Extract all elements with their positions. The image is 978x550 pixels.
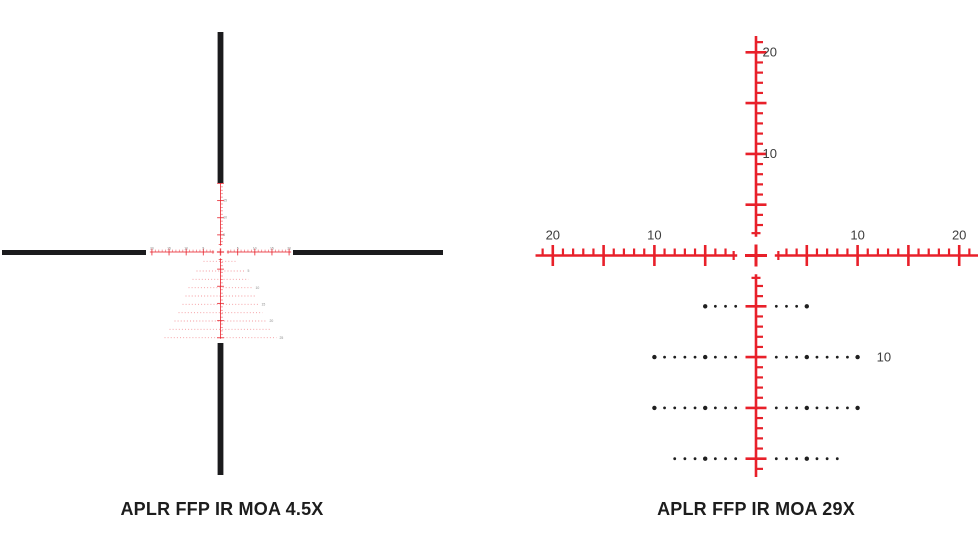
svg-text:10: 10 [763,146,777,161]
svg-text:20: 20 [546,228,560,243]
svg-text:10: 10 [877,350,891,365]
svg-text:20: 20 [150,246,154,250]
svg-text:15: 15 [270,246,274,250]
svg-text:5: 5 [202,246,204,250]
reticle-caption-29x: APLR FFP IR MOA 29X [657,499,855,519]
svg-text:20: 20 [763,44,777,59]
svg-text:10: 10 [850,228,864,243]
svg-text:25: 25 [280,336,284,340]
svg-text:20: 20 [952,228,966,243]
svg-text:15: 15 [167,246,171,250]
svg-text:10: 10 [223,216,227,220]
reticle-caption-4-5x: APLR FFP IR MOA 4.5X [120,499,324,519]
svg-text:15: 15 [262,303,266,307]
svg-text:15: 15 [223,199,227,203]
svg-text:5: 5 [223,233,225,237]
svg-text:5: 5 [237,246,239,250]
svg-text:10: 10 [184,246,188,250]
svg-text:20: 20 [270,319,274,323]
svg-text:20: 20 [287,246,291,250]
svg-text:10: 10 [647,228,661,243]
svg-text:5: 5 [248,269,250,273]
svg-text:10: 10 [256,286,260,290]
svg-text:10: 10 [253,246,257,250]
